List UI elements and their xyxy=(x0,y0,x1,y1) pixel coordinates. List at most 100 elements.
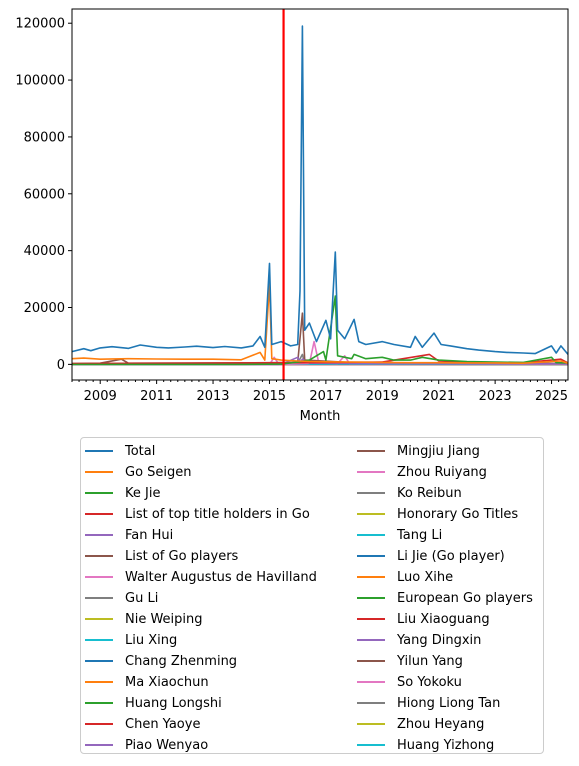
x-tick-label: 2015 xyxy=(253,389,286,404)
legend-item: Chang Zhenming xyxy=(85,651,237,671)
legend-swatch xyxy=(85,618,113,620)
legend-swatch xyxy=(357,555,385,557)
legend-item: Yilun Yang xyxy=(357,651,463,671)
legend-item: List of top title holders in Go xyxy=(85,504,310,524)
legend-item: Go Seigen xyxy=(85,462,192,482)
legend-label: Hiong Liong Tan xyxy=(397,695,501,711)
legend-swatch xyxy=(85,723,113,725)
x-tick-label: 2025 xyxy=(535,389,568,404)
legend-label: European Go players xyxy=(397,590,533,606)
legend-swatch xyxy=(357,618,385,620)
y-tick-label: 20000 xyxy=(24,301,65,316)
x-axis-label: Month xyxy=(300,409,341,424)
legend-swatch xyxy=(357,492,385,494)
y-tick-label: 120000 xyxy=(15,17,65,32)
legend-label: Fan Hui xyxy=(125,527,174,543)
legend-label: Liu Xing xyxy=(125,632,178,648)
series-line-go-seigen xyxy=(71,282,569,365)
legend-label: Ma Xiaochun xyxy=(125,674,209,690)
legend-swatch xyxy=(357,702,385,704)
legend-swatch xyxy=(85,492,113,494)
legend-item: List of Go players xyxy=(85,546,238,566)
legend-label: Go Seigen xyxy=(125,464,192,480)
legend-label: Walter Augustus de Havilland xyxy=(125,569,317,585)
legend: Total Go Seigen Ke Jie List of top title ho… xyxy=(80,437,544,754)
legend-swatch xyxy=(357,471,385,473)
legend-item: So Yokoku xyxy=(357,672,462,692)
x-axis: 2009 2011 2013 2015 2017 2019 2021 2023 2025 xyxy=(71,380,568,404)
legend-swatch xyxy=(85,513,113,515)
legend-swatch xyxy=(357,744,385,746)
legend-swatch xyxy=(357,597,385,599)
legend-label: So Yokoku xyxy=(397,674,462,690)
legend-label: Total xyxy=(125,443,156,459)
legend-item: Ko Reibun xyxy=(357,483,462,503)
legend-label: Zhou Ruiyang xyxy=(397,464,487,480)
legend-label: Yilun Yang xyxy=(397,653,463,669)
legend-label: Piao Wenyao xyxy=(125,737,209,753)
legend-item: Nie Weiping xyxy=(85,609,203,629)
legend-swatch xyxy=(357,639,385,641)
series-line-list-of-top-title-holders-in-go xyxy=(71,353,569,365)
legend-swatch xyxy=(85,534,113,536)
legend-swatch xyxy=(85,597,113,599)
series-line-total xyxy=(71,25,569,355)
legend-swatch xyxy=(357,513,385,515)
legend-item: Ke Jie xyxy=(85,483,160,503)
legend-swatch xyxy=(85,744,113,746)
legend-item: Yang Dingxin xyxy=(357,630,481,650)
legend-item: Huang Longshi xyxy=(85,693,222,713)
legend-item: Mingjiu Jiang xyxy=(357,441,480,461)
legend-label: Gu Li xyxy=(125,590,159,606)
y-tick-label: 40000 xyxy=(24,244,65,259)
series-line-list-of-go-players xyxy=(71,312,569,365)
y-axis: 0 20000 40000 60000 80000 100000 120000 xyxy=(15,17,72,373)
legend-swatch xyxy=(85,660,113,662)
legend-label: Huang Longshi xyxy=(125,695,222,711)
x-tick-label: 2019 xyxy=(366,389,399,404)
x-tick-label: 2023 xyxy=(479,389,512,404)
plot-frame xyxy=(71,8,569,381)
legend-label: Honorary Go Titles xyxy=(397,506,519,522)
legend-item: Piao Wenyao xyxy=(85,735,208,755)
legend-label: Luo Xihe xyxy=(397,569,454,585)
legend-item: Gu Li xyxy=(85,588,158,608)
legend-item: Li Jie (Go player) xyxy=(357,546,505,566)
legend-swatch xyxy=(85,555,113,557)
legend-swatch xyxy=(357,534,385,536)
x-tick-label: 2009 xyxy=(84,389,117,404)
legend-item: Honorary Go Titles xyxy=(357,504,518,524)
legend-swatch xyxy=(357,681,385,683)
legend-label: Chen Yaoye xyxy=(125,716,201,732)
legend-label: Ke Jie xyxy=(125,485,161,501)
legend-swatch xyxy=(357,723,385,725)
x-tick-label: 2013 xyxy=(196,389,229,404)
legend-item: Zhou Ruiyang xyxy=(357,462,487,482)
legend-item: Liu Xing xyxy=(85,630,177,650)
legend-swatch xyxy=(357,450,385,452)
y-tick-label: 0 xyxy=(57,358,65,373)
legend-label: Mingjiu Jiang xyxy=(397,443,480,459)
legend-label: List of top title holders in Go xyxy=(125,506,310,522)
y-tick-label: 60000 xyxy=(24,187,65,202)
plot-lines xyxy=(71,25,569,366)
legend-swatch xyxy=(85,681,113,683)
legend-item: Huang Yizhong xyxy=(357,735,494,755)
legend-label: Nie Weiping xyxy=(125,611,203,627)
legend-swatch xyxy=(357,576,385,578)
y-tick-label: 80000 xyxy=(24,130,65,145)
legend-item: Fan Hui xyxy=(85,525,173,545)
legend-swatch xyxy=(357,660,385,662)
legend-item: Ma Xiaochun xyxy=(85,672,209,692)
legend-label: Chang Zhenming xyxy=(125,653,238,669)
legend-label: Liu Xiaoguang xyxy=(397,611,490,627)
legend-swatch xyxy=(85,639,113,641)
legend-swatch xyxy=(85,450,113,452)
legend-label: Tang Li xyxy=(397,527,443,543)
series-line-ke-jie xyxy=(72,295,569,366)
x-tick-label: 2017 xyxy=(309,389,342,404)
legend-label: Li Jie (Go player) xyxy=(397,548,505,564)
legend-swatch xyxy=(85,702,113,704)
legend-item: Tang Li xyxy=(357,525,442,545)
